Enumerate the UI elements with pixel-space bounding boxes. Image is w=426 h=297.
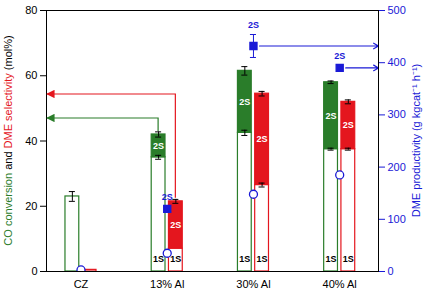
svg-text:200: 200 bbox=[388, 161, 406, 173]
svg-text:2S: 2S bbox=[334, 51, 345, 61]
svg-text:30% Al: 30% Al bbox=[236, 278, 270, 290]
svg-text:2S: 2S bbox=[326, 111, 337, 121]
svg-text:2S: 2S bbox=[170, 220, 181, 230]
svg-text:2S: 2S bbox=[257, 134, 268, 144]
svg-text:DME productivity (g kgcat⁻¹ h⁻: DME productivity (g kgcat⁻¹ h⁻¹) bbox=[410, 64, 422, 217]
svg-text:1S: 1S bbox=[326, 254, 337, 264]
svg-text:500: 500 bbox=[388, 4, 406, 16]
svg-text:100: 100 bbox=[388, 213, 406, 225]
svg-text:1S: 1S bbox=[170, 254, 181, 264]
svg-text:CZ: CZ bbox=[74, 278, 89, 290]
svg-text:80: 80 bbox=[25, 4, 37, 16]
svg-text:0: 0 bbox=[31, 265, 37, 277]
svg-text:2S: 2S bbox=[162, 192, 173, 202]
svg-text:60: 60 bbox=[25, 69, 37, 81]
svg-text:1S: 1S bbox=[239, 254, 250, 264]
svg-text:1S: 1S bbox=[153, 254, 164, 264]
svg-text:2S: 2S bbox=[248, 20, 259, 30]
svg-text:40: 40 bbox=[25, 135, 37, 147]
svg-text:13% Al: 13% Al bbox=[150, 278, 184, 290]
svg-text:40% Al: 40% Al bbox=[323, 278, 357, 290]
svg-text:2S: 2S bbox=[239, 97, 250, 107]
svg-text:1S: 1S bbox=[257, 254, 268, 264]
svg-text:2S: 2S bbox=[343, 120, 354, 130]
svg-text:CO conversion and DME selectiv: CO conversion and DME selectivity (mol%) bbox=[2, 35, 14, 245]
svg-text:400: 400 bbox=[388, 56, 406, 68]
svg-text:20: 20 bbox=[25, 200, 37, 212]
svg-text:2S: 2S bbox=[153, 141, 164, 151]
svg-text:1S: 1S bbox=[343, 254, 354, 264]
svg-text:300: 300 bbox=[388, 108, 406, 120]
svg-text:0: 0 bbox=[388, 265, 394, 277]
